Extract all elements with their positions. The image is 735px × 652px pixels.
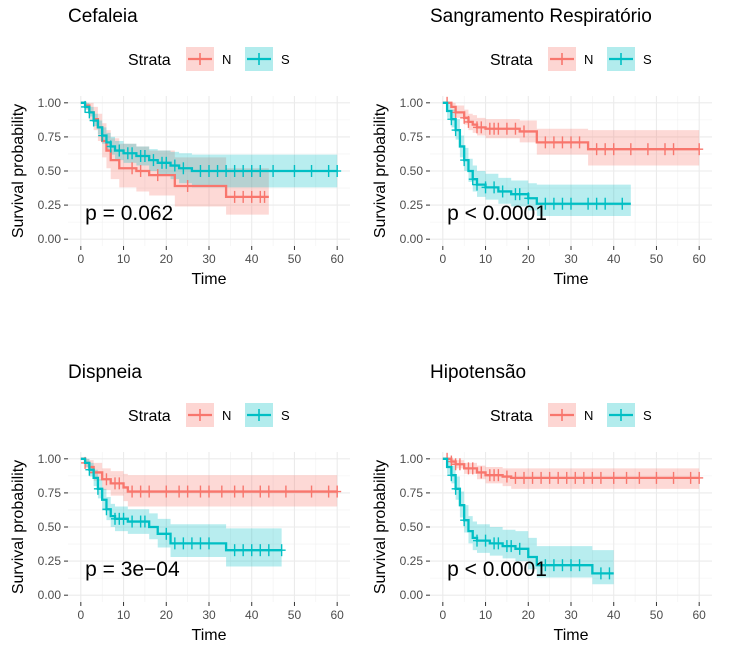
legend-title: Strata [490,52,533,69]
panel-title: Dispneia [68,362,142,383]
legend-label-s: S [281,408,290,423]
y-tick-label: 0.00 [38,232,62,246]
y-tick-label: 1.00 [38,96,62,110]
legend: Strata N S [490,403,652,427]
x-tick-label: 10 [479,252,493,266]
y-tick-label: 0.00 [400,232,424,246]
y-axis-title: Survival probability [10,460,27,594]
x-axis-title: Time [192,271,227,288]
y-tick-label: 0.75 [400,130,424,144]
x-tick-label: 20 [522,608,536,622]
survival-panel: Dispneia Strata N Sp = 3e−04 0 10 20 30 40 50 60 0.… [10,362,350,644]
x-tick-label: 30 [202,252,216,266]
y-tick-label: 0.25 [400,198,424,212]
y-axis-title: Survival probability [372,104,389,238]
y-axis-title: Survival probability [372,460,389,594]
y-tick-label: 0.25 [38,554,62,568]
x-tick-label: 20 [522,252,536,266]
x-tick-label: 20 [160,608,174,622]
p-value-label: p = 3e−04 [85,558,180,581]
legend-label-n: N [222,408,231,423]
x-tick-label: 0 [439,252,446,266]
p-value-label: p < 0.0001 [447,202,547,225]
x-axis-title: Time [554,627,589,644]
x-tick-label: 30 [564,252,578,266]
legend: Strata N S [128,47,290,71]
x-axis-title: Time [554,271,589,288]
y-tick-label: 1.00 [400,452,424,466]
x-tick-label: 40 [245,608,259,622]
x-tick-label: 50 [288,608,302,622]
legend-label-n: N [222,52,231,67]
p-value-label: p < 0.0001 [447,558,547,581]
x-axis-title: Time [192,627,227,644]
ci-band-s [80,458,282,567]
y-axis-title: Survival probability [10,104,27,238]
legend: Strata N S [128,403,290,427]
y-tick-label: 1.00 [400,96,424,110]
x-tick-label: 0 [77,608,84,622]
x-tick-label: 20 [160,252,174,266]
y-tick-label: 0.75 [38,130,62,144]
x-tick-label: 40 [607,608,621,622]
ci-band-n [80,458,338,507]
panel-title: Hipotensão [430,362,526,383]
p-value-label: p = 0.062 [85,202,173,225]
y-tick-label: 0.50 [400,520,424,534]
x-tick-label: 10 [479,608,493,622]
x-tick-label: 60 [693,252,707,266]
x-tick-label: 10 [117,608,131,622]
legend-label-s: S [643,52,652,67]
legend-title: Strata [128,52,171,69]
panel-title: Cefaleia [68,6,138,27]
x-tick-label: 30 [202,608,216,622]
x-tick-label: 60 [331,608,345,622]
survival-curve-s [80,101,338,173]
y-tick-label: 0.00 [38,588,62,602]
survival-panel: Cefaleia Strata N Sp = 0.062 0 10 20 30 40 50 60 0.… [10,6,350,288]
x-tick-label: 0 [77,252,84,266]
x-tick-label: 30 [564,608,578,622]
legend-label-s: S [643,408,652,423]
x-tick-label: 10 [117,252,131,266]
ci-band-s [442,458,614,585]
y-tick-label: 0.75 [38,486,62,500]
y-tick-label: 0.50 [400,164,424,178]
y-tick-label: 0.00 [400,588,424,602]
legend-label-n: N [584,408,593,423]
grid [68,452,350,602]
panel-title: Sangramento Respiratório [430,6,652,27]
y-tick-label: 0.50 [38,164,62,178]
x-tick-label: 50 [650,608,664,622]
x-tick-label: 50 [650,252,664,266]
x-tick-label: 0 [439,608,446,622]
y-tick-label: 0.25 [400,554,424,568]
x-tick-label: 60 [331,252,345,266]
legend-title: Strata [128,408,171,425]
y-tick-label: 0.25 [38,198,62,212]
survival-panel: Hipotensão Strata N Sp < 0.0001 0 10 20 30 40 50 6… [372,362,712,644]
y-tick-label: 1.00 [38,452,62,466]
survival-panel: Sangramento Respiratório Strata N Sp < 0.00… [372,6,712,288]
legend-title: Strata [490,408,533,425]
legend-label-n: N [584,52,593,67]
x-tick-label: 50 [288,252,302,266]
x-tick-label: 40 [607,252,621,266]
y-tick-label: 0.50 [38,520,62,534]
y-tick-label: 0.75 [400,486,424,500]
x-tick-label: 40 [245,252,259,266]
legend-label-s: S [281,52,290,67]
legend: Strata N S [490,47,652,71]
x-tick-label: 60 [693,608,707,622]
